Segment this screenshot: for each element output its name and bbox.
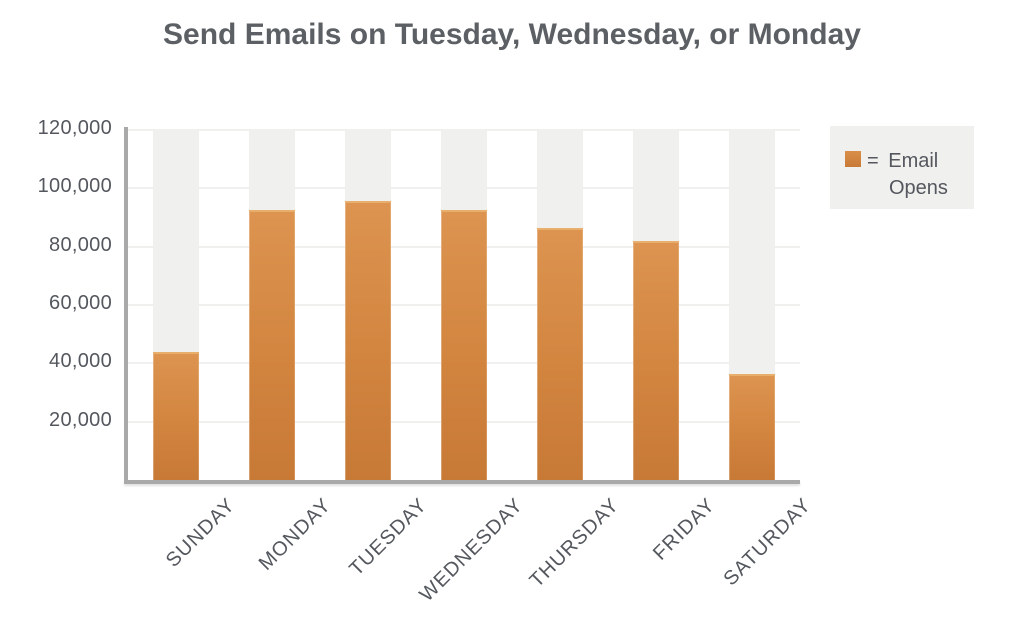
bar-wednesday — [441, 210, 487, 480]
bar-saturday — [729, 373, 775, 480]
legend-label: = Email Opens — [867, 150, 948, 199]
y-tick-label: 20,000 — [49, 408, 112, 431]
chart-title: Send Emails on Tuesday, Wednesday, or Mo… — [163, 18, 861, 51]
bar-sunday — [153, 351, 199, 480]
y-tick-label: 60,000 — [49, 292, 112, 314]
y-tick-label: 120,000 — [37, 117, 112, 139]
legend: = Email Opens — [830, 126, 974, 209]
x-axis-line — [124, 480, 800, 484]
y-axis-line — [124, 127, 128, 484]
bar-thursday — [537, 227, 583, 480]
bar-monday — [249, 210, 295, 480]
y-tick-label: 100,000 — [37, 175, 112, 198]
y-tick-label: 40,000 — [49, 350, 112, 373]
y-tick-label: 80,000 — [49, 233, 112, 256]
bar-tuesday — [345, 201, 391, 480]
legend-swatch — [845, 151, 861, 167]
bar-friday — [633, 240, 679, 480]
